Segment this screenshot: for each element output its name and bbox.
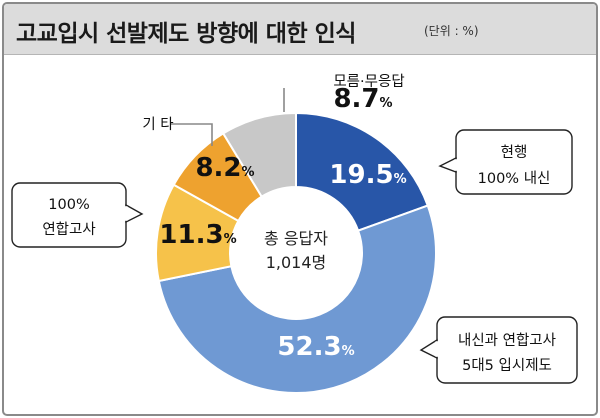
value-labels-layer: 19.5% 52.3% 11.3% 8.2% 8.7% xyxy=(159,84,406,362)
category-label-yeonhap-1: 100% xyxy=(48,197,89,213)
category-label-hyeonhaeng-2: 100% 내신 xyxy=(478,170,551,187)
value-label-yeonhap: 11.3% xyxy=(159,220,236,250)
value-label-moreum: 8.7% xyxy=(333,84,392,114)
leader-line-gita xyxy=(170,123,213,146)
center-label-count: 1,014명 xyxy=(266,253,327,272)
value-label-gita: 8.2% xyxy=(195,153,254,183)
callout-tail-yeonhap xyxy=(125,203,144,224)
title-bar: 고교입시 선발제도 방향에 대한 인식 (단위 : %) xyxy=(4,4,596,55)
value-label-hyeonhaeng: 19.5% xyxy=(329,160,406,190)
category-label-gita-1: 기 타 xyxy=(142,116,173,133)
unit-label: (단위 : %) xyxy=(424,24,479,38)
callout-hyeonhaeng xyxy=(438,129,573,195)
chart-title: 고교입시 선발제도 방향에 대한 인식 xyxy=(16,21,356,47)
value-label-naesin_yeonhap: 52.3% xyxy=(277,332,354,362)
slices-layer xyxy=(155,111,437,394)
category-label-yeonhap-2: 연합고사 xyxy=(42,221,95,238)
donut-slice-moreum xyxy=(221,111,297,198)
callout-yeonhap xyxy=(11,182,144,248)
center-label-respondents: 총 응답자 xyxy=(264,229,328,248)
donut-slice-hyeonhaeng xyxy=(295,111,430,232)
category-label-hyeonhaeng-1: 현행 xyxy=(501,144,528,161)
donut-slice-naesin_yeonhap xyxy=(157,204,437,394)
category-label-moreum-1: 모름·무응답 xyxy=(333,73,404,90)
callout-tail-hyeonhaeng xyxy=(438,156,457,174)
callout-naesin_yeonhap xyxy=(419,316,578,384)
category-label-naesin_yeonhap-1: 내신과 연합고사 xyxy=(458,332,556,349)
category-label-naesin_yeonhap-2: 5대5 입시제도 xyxy=(462,357,552,374)
callout-tail-naesin_yeonhap xyxy=(419,338,438,360)
